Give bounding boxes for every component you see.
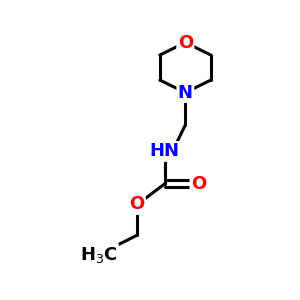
Text: H$_3$C: H$_3$C [80, 244, 117, 265]
Text: HN: HN [150, 142, 180, 160]
Text: O: O [191, 175, 206, 193]
Text: O: O [129, 196, 144, 214]
Text: O: O [178, 34, 193, 52]
Text: N: N [178, 84, 193, 102]
